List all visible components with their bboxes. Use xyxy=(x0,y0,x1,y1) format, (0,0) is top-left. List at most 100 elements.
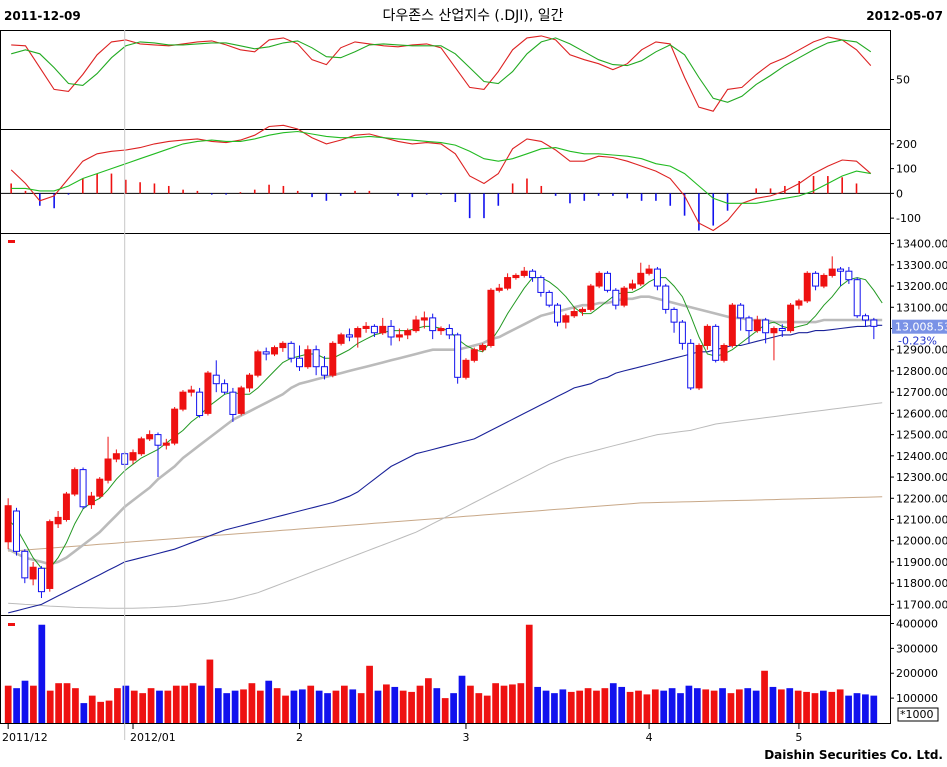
macd-frame xyxy=(0,129,891,234)
volume-bar xyxy=(172,685,180,723)
volume-bar xyxy=(30,685,37,723)
price-ytick-label: 13200.00 xyxy=(896,280,947,293)
volume-bar xyxy=(223,693,231,723)
x-tick-label: 2011/12 xyxy=(2,731,48,744)
candle-body xyxy=(554,304,562,323)
candle-body xyxy=(271,347,279,355)
volume-bar xyxy=(298,689,306,723)
volume-bar xyxy=(97,701,105,723)
candle-body xyxy=(728,304,736,346)
price-ytick-label: 12200.00 xyxy=(896,492,947,505)
volume-bar xyxy=(509,684,516,723)
volume-bar xyxy=(862,694,869,723)
volume-bar xyxy=(710,690,718,723)
candle-body xyxy=(862,315,870,321)
volume-bar xyxy=(609,683,617,723)
volume-bar xyxy=(845,695,852,723)
volume-bar xyxy=(340,685,348,723)
volume-bar xyxy=(198,685,205,723)
volume-bar xyxy=(332,690,340,723)
price-ytick-label: 11900.00 xyxy=(896,556,947,569)
candle-body xyxy=(104,458,112,481)
stochastic-panel: 50 xyxy=(0,30,910,130)
candle-body xyxy=(12,510,20,552)
candle-body xyxy=(803,272,811,302)
volume-bar xyxy=(551,693,558,723)
price-ytick-label: 11800.00 xyxy=(896,577,947,590)
volume-bar xyxy=(21,680,29,723)
volume-bar xyxy=(391,686,399,723)
candle-body xyxy=(703,325,711,346)
candle-body xyxy=(470,349,478,361)
volume-bar xyxy=(761,670,768,723)
candle-body xyxy=(412,319,420,332)
volume-bar xyxy=(752,690,760,723)
candle-body xyxy=(562,315,570,323)
candle-body xyxy=(437,328,445,332)
candle-body xyxy=(662,285,670,310)
volume-bar xyxy=(290,690,298,723)
footer-company: Daishin Securities Co. Ltd. xyxy=(764,748,943,762)
candle-body xyxy=(187,389,195,393)
volume-bar xyxy=(4,685,12,723)
candle-body xyxy=(37,567,45,593)
volume-bar xyxy=(727,693,735,723)
volume-bar xyxy=(870,695,878,723)
candle-body xyxy=(429,317,437,332)
volume-bar xyxy=(567,691,575,723)
candle-body xyxy=(212,374,220,385)
change-pct-label: -0.23% xyxy=(898,335,937,348)
volume-bar xyxy=(399,690,407,723)
end-date: 2012-05-07 xyxy=(866,9,943,23)
price-ytick-label: 12500.00 xyxy=(896,429,947,442)
price-ytick-label: 11700.00 xyxy=(896,598,947,611)
macd-ytick-label: 200 xyxy=(896,138,917,151)
volume-legend-marker xyxy=(8,623,15,626)
volume-ytick-label: 400000 xyxy=(896,617,938,630)
candle-body xyxy=(870,319,878,327)
volume-bar xyxy=(576,690,584,723)
candle-body xyxy=(395,334,403,338)
volume-bar xyxy=(635,690,642,723)
x-tick-label: 4 xyxy=(646,731,653,744)
candle-body xyxy=(812,272,820,287)
candle-body xyxy=(354,328,362,338)
volume-bar xyxy=(559,689,567,723)
candle-body xyxy=(504,277,512,289)
volume-bar xyxy=(63,683,71,723)
ma120-line xyxy=(8,402,883,609)
volume-bar xyxy=(593,690,600,723)
volume-bar xyxy=(349,689,357,723)
candle-body xyxy=(129,452,137,461)
candle-body xyxy=(46,521,54,589)
volume-bar xyxy=(72,688,79,723)
volume-panel: 400000 300000 200000 100000 *1000 xyxy=(0,615,939,724)
volume-bar xyxy=(584,688,592,723)
candle-body xyxy=(770,328,778,334)
volume-bar xyxy=(46,690,54,723)
volume-ytick-label: 300000 xyxy=(896,642,938,655)
volume-bar xyxy=(786,688,794,723)
x-tick-label: 3 xyxy=(462,731,469,744)
candle-body xyxy=(570,311,578,317)
ma5-line xyxy=(7,277,883,569)
stochastic-frame xyxy=(0,30,891,130)
candle-body xyxy=(262,351,270,355)
candle-body xyxy=(462,359,470,378)
volume-bar xyxy=(450,693,457,723)
volume-bar xyxy=(189,683,197,723)
volume-bar xyxy=(475,693,483,723)
candle-body xyxy=(828,268,836,276)
candle-body xyxy=(137,438,145,455)
chart-title: 다우존스 산업지수 (.DJI), 일간 xyxy=(382,8,563,24)
volume-bar xyxy=(383,684,390,723)
price-ytick-label: 12900.00 xyxy=(896,344,947,357)
candle-body xyxy=(295,357,303,368)
candle-body xyxy=(745,317,753,332)
candle-body xyxy=(495,287,503,291)
candle-body xyxy=(637,272,645,285)
candle-body xyxy=(221,383,229,393)
volume-bar xyxy=(38,624,46,723)
macd-ytick-label: -100 xyxy=(896,212,921,225)
